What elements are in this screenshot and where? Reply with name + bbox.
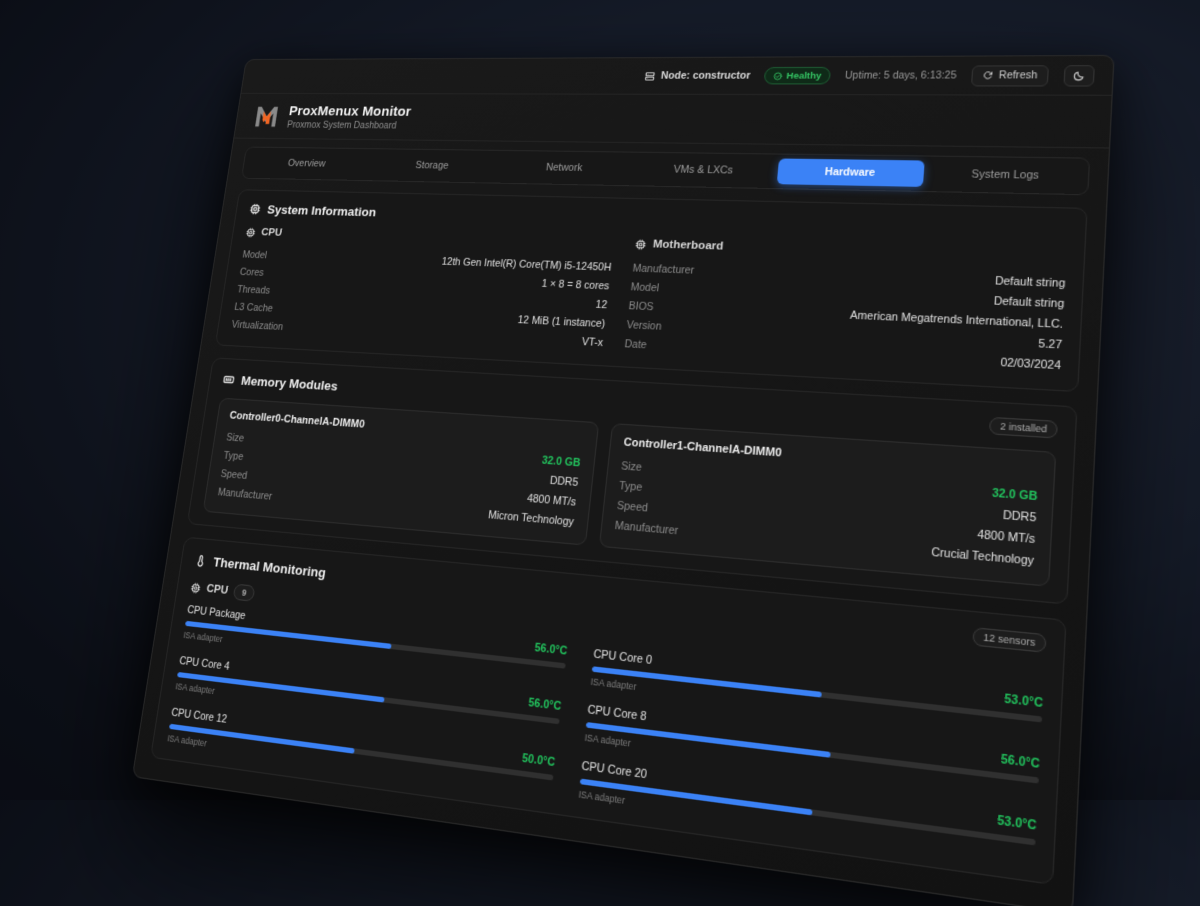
sensor-temp: 56.0°C <box>534 642 568 658</box>
app-window: Node: constructor Healthy Uptime: 5 days… <box>132 55 1115 906</box>
check-circle-icon <box>773 71 783 80</box>
thermal-monitoring-title-group: Thermal Monitoring <box>194 552 327 580</box>
status-badge: Healthy <box>764 67 832 84</box>
health-label: Healthy <box>786 70 822 81</box>
sensor-name: CPU Core 12 <box>170 707 227 727</box>
row-key: Type <box>223 450 244 463</box>
sensor-name: CPU Core 20 <box>581 760 648 782</box>
system-information-title-group: System Information <box>249 202 377 219</box>
row-key: BIOS <box>628 300 654 313</box>
screen-stage: Node: constructor Healthy Uptime: 5 days… <box>0 0 1200 800</box>
row-value: DDR5 <box>549 474 579 489</box>
memory-modules-title: Memory Modules <box>240 373 339 393</box>
row-key: Speed <box>220 468 248 482</box>
memory-modules-badge: 2 installed <box>989 417 1058 439</box>
motherboard-section-title: Motherboard <box>652 239 723 253</box>
tab-storage[interactable]: Storage <box>369 153 497 179</box>
motherboard-section: Motherboard Manufacturer Default string … <box>624 238 1067 376</box>
thermal-group-label: CPU <box>206 583 229 597</box>
memory-module-card: Controller1-ChannelA-DIMM0 Size 32.0 GB … <box>598 423 1056 587</box>
thermal-sensor-grid: CPU Package 56.0°C ISA adapter CPU Core … <box>166 604 1043 865</box>
row-key: Cores <box>239 266 264 278</box>
row-value: 12 <box>595 299 608 311</box>
page-title: ProxMenux Monitor <box>288 104 412 120</box>
sensor-temp: 56.0°C <box>1000 753 1040 772</box>
moon-icon <box>1073 70 1086 81</box>
cpu-section-title-group: CPU <box>245 227 614 250</box>
tab-network[interactable]: Network <box>497 155 632 182</box>
cpu-section-title: CPU <box>260 227 282 239</box>
row-key: Date <box>624 338 647 351</box>
theme-toggle-button[interactable] <box>1063 65 1094 86</box>
row-key: Version <box>626 319 662 333</box>
row-key: Model <box>630 281 660 294</box>
refresh-button[interactable]: Refresh <box>971 65 1049 86</box>
row-key: Speed <box>616 499 648 514</box>
tab-overview[interactable]: Overview <box>246 151 368 176</box>
row-value: 12 MiB (1 instance) <box>517 314 606 330</box>
system-information-title: System Information <box>266 203 377 220</box>
row-key: L3 Cache <box>234 301 274 314</box>
thermal-monitoring-title: Thermal Monitoring <box>212 554 327 580</box>
chip-icon <box>245 227 256 237</box>
cpu-section: CPU Model 12th Gen Intel(R) Core(TM) i5-… <box>230 227 614 353</box>
row-key: Manufacturer <box>614 519 679 537</box>
row-value: 4800 MT/s <box>526 492 576 508</box>
row-key: Size <box>226 431 245 444</box>
thermal-monitoring-badge: 12 sensors <box>972 627 1046 653</box>
row-value: VT-x <box>581 336 603 349</box>
row-key: Model <box>242 249 268 261</box>
system-information-columns: CPU Model 12th Gen Intel(R) Core(TM) i5-… <box>230 227 1067 376</box>
tab-system-logs[interactable]: System Logs <box>928 161 1085 190</box>
row-value: 02/03/2024 <box>1000 356 1061 372</box>
memory-modules-title-group: Memory Modules <box>222 372 339 393</box>
row-key: Threads <box>236 284 270 296</box>
row-value: 5.27 <box>1038 337 1062 351</box>
proxmenux-m-logo-icon <box>252 104 281 131</box>
chip-icon <box>635 239 647 250</box>
sensor-name: CPU Core 8 <box>587 704 647 724</box>
thermal-group-count: 9 <box>233 584 256 602</box>
row-value: 32.0 GB <box>992 486 1038 503</box>
memory-icon <box>222 373 235 386</box>
server-icon <box>644 71 656 81</box>
sensor-name: CPU Package <box>186 604 246 622</box>
brand-block: ProxMenux Monitor Proxmox System Dashboa… <box>286 104 412 132</box>
row-value: Default string <box>995 275 1066 290</box>
sensor-temp: 56.0°C <box>528 697 562 714</box>
tab-hardware[interactable]: Hardware <box>776 159 925 187</box>
chip-icon <box>190 582 201 594</box>
motherboard-section-title-group: Motherboard <box>635 238 1067 263</box>
sensor-name: CPU Core 4 <box>179 655 231 673</box>
row-key: Manufacturer <box>632 262 695 276</box>
refresh-label: Refresh <box>998 70 1037 81</box>
row-value: 4800 MT/s <box>977 528 1036 546</box>
sensor-temp: 50.0°C <box>521 752 555 770</box>
thermometer-icon <box>194 553 207 567</box>
tab-vms-lxcs[interactable]: VMs & LXCs <box>633 157 774 185</box>
sensor-name: CPU Core 0 <box>593 648 653 667</box>
node-indicator: Node: constructor <box>644 70 751 82</box>
uptime-label: Uptime: 5 days, 6:13:25 <box>845 70 957 81</box>
row-key: Type <box>618 480 642 494</box>
memory-module-card: Controller0-ChannelA-DIMM0 Size 32.0 GB … <box>203 398 599 546</box>
row-key: Manufacturer <box>217 486 273 502</box>
row-value: 1 × 8 = 8 cores <box>541 278 610 292</box>
row-value: Crucial Technology <box>931 546 1034 568</box>
main-content: System Information CPU Model 12 <box>132 179 1107 906</box>
node-label: Node: constructor <box>660 70 750 82</box>
row-value: 32.0 GB <box>541 454 581 469</box>
row-value: Default string <box>993 295 1064 311</box>
sensor-temp: 53.0°C <box>1004 693 1043 711</box>
row-key: Virtualization <box>231 319 284 333</box>
sensor-temp: 53.0°C <box>997 814 1037 834</box>
status-bar: Node: constructor Healthy Uptime: 5 days… <box>241 56 1113 96</box>
row-value: DDR5 <box>1002 509 1036 525</box>
row-value: Micron Technology <box>487 509 574 529</box>
row-key: Size <box>621 460 643 474</box>
page-subtitle: Proxmox System Dashboard <box>286 121 409 132</box>
chip-icon <box>249 203 262 215</box>
refresh-icon <box>982 70 994 80</box>
system-information-card: System Information CPU Model 12 <box>215 190 1088 393</box>
